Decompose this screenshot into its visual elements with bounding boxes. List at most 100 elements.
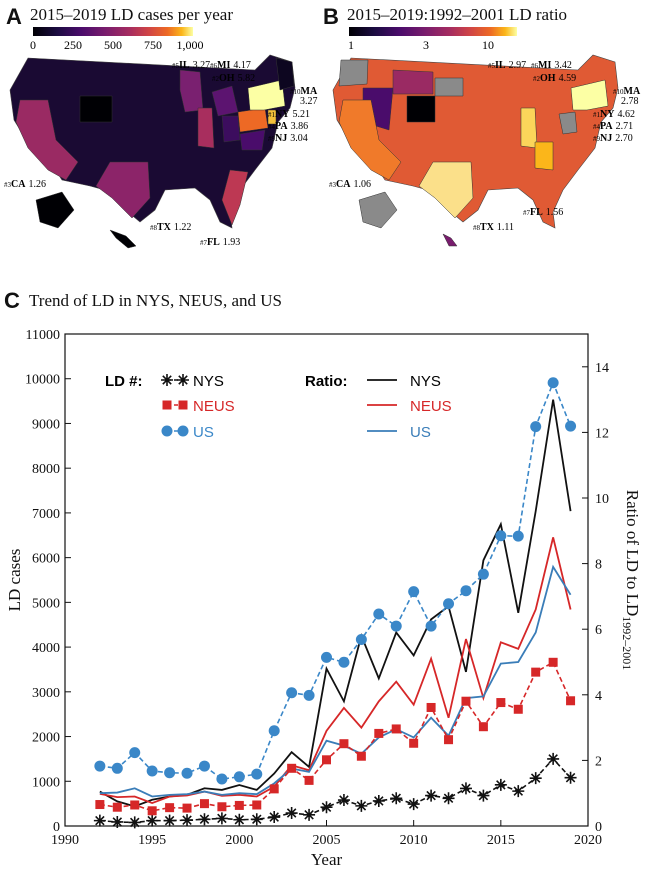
point-ld-us	[129, 747, 141, 759]
state-hi	[109, 229, 137, 249]
point-ld-neus	[287, 763, 297, 773]
point-ld-nys	[494, 778, 507, 791]
state-ak	[35, 191, 75, 229]
state-oh	[221, 115, 241, 143]
x-tick-label: 2020	[574, 833, 602, 848]
state-nd	[434, 77, 464, 97]
state-pa	[558, 111, 578, 135]
point-ld-us	[477, 568, 489, 580]
legend-ratio-neus: NEUS	[410, 398, 452, 415]
state-wa	[338, 59, 369, 87]
map-label-oh: #2OH 5.82	[212, 73, 255, 84]
colorbar-tick: 500	[104, 38, 122, 52]
map-label-nj: #9NJ 3.04	[268, 133, 308, 144]
point-ld-nys	[181, 814, 194, 827]
y-tick-label: 10000	[25, 373, 60, 388]
y2-tick-label: 10	[595, 492, 609, 507]
point-ld-us	[198, 760, 210, 772]
point-ld-nys	[320, 801, 333, 814]
point-ld-us	[111, 762, 123, 774]
point-ld-us	[338, 656, 350, 668]
x-tick-label: 1990	[51, 833, 79, 848]
colorbar-tick: 10	[482, 38, 494, 52]
state-wy	[406, 95, 436, 123]
y2-axis-label: Ratio of LD to LD1992–2001	[620, 490, 642, 671]
map-label-mi: #6MI 4.17	[210, 60, 251, 71]
colorbar-tick: 1,000	[177, 38, 204, 52]
state-fl	[221, 169, 249, 226]
colorbar-tick: 3	[423, 38, 429, 52]
line-ratio-us	[99, 564, 572, 798]
legend-ld-us-glyph-marker	[161, 425, 173, 437]
map-label-ca: #3CA 1.26	[4, 179, 46, 190]
colorbar-tick: 250	[64, 38, 82, 52]
point-ld-nys	[390, 792, 403, 805]
point-ld-neus	[147, 806, 157, 816]
state-va	[239, 129, 266, 151]
line-ratio-neus	[99, 537, 572, 805]
state-me	[275, 57, 295, 91]
point-ld-neus	[391, 724, 401, 734]
map-label-ma-value: 2.78	[621, 96, 639, 107]
point-ld-us	[565, 420, 577, 432]
panel-b-letter: B	[323, 4, 339, 29]
x-tick-label: 2000	[225, 833, 253, 848]
point-ld-neus	[409, 738, 419, 748]
colorbar-gradient	[349, 27, 517, 36]
point-ld-nys	[529, 772, 542, 785]
point-ld-neus	[461, 696, 471, 706]
plot-frame	[64, 333, 589, 827]
point-ld-neus	[252, 800, 262, 810]
point-ld-us	[303, 689, 315, 701]
point-ld-nys	[547, 752, 560, 765]
y-tick-label: 4000	[32, 641, 60, 656]
state-il	[520, 107, 538, 149]
point-ld-nys	[477, 789, 490, 802]
point-ld-neus	[165, 803, 175, 813]
point-ld-nys	[268, 811, 281, 824]
point-ld-us	[530, 421, 542, 433]
legend-ratio-us: US	[410, 424, 431, 441]
point-ld-neus	[548, 657, 558, 667]
point-ld-us	[355, 633, 367, 645]
point-ld-neus	[95, 800, 105, 810]
point-ld-us	[408, 586, 420, 598]
y-tick-label: 6000	[32, 552, 60, 567]
state-pa	[237, 107, 269, 133]
state-ny	[570, 79, 609, 111]
line-ld-us	[99, 380, 572, 780]
map-label-ma: #10MA	[613, 86, 641, 97]
point-ld-us	[94, 760, 106, 772]
point-ld-neus	[269, 784, 279, 794]
state-wi	[179, 69, 204, 113]
y2-tick-label: 2	[595, 754, 602, 769]
chart-legend: LD #: NYS NEUS US Ratio: NYS NEUS US	[105, 373, 452, 441]
point-ld-nys	[233, 813, 246, 826]
point-ld-us	[373, 608, 385, 620]
point-ld-us	[164, 767, 176, 779]
y-tick-label: 8000	[32, 462, 60, 477]
state-hi	[442, 233, 458, 247]
y2-tick-label: 6	[595, 623, 602, 638]
point-ld-us	[233, 771, 245, 783]
point-ld-neus	[199, 799, 209, 809]
point-ld-neus	[356, 751, 366, 761]
map-label-fl: #7FL 1.93	[200, 237, 240, 248]
point-ld-neus	[217, 802, 227, 812]
point-ld-us	[251, 768, 263, 780]
point-ld-nys	[198, 813, 211, 826]
point-ld-nys	[285, 807, 298, 820]
colorbar-tick: 0	[30, 38, 36, 52]
point-ld-neus	[374, 728, 384, 738]
state-wy	[79, 95, 113, 123]
y-tick-label: 11000	[26, 328, 60, 343]
point-ld-neus	[112, 802, 122, 812]
y-tick-label: 5000	[32, 596, 60, 611]
point-ld-nys	[111, 815, 124, 828]
panel-a-map: #5IL 3.27 #6MI 4.17 #2OH 5.82 #10MA 3.27 #1…	[4, 54, 318, 249]
map-label-il: #5IL 3.27	[172, 60, 210, 71]
point-ld-nys	[459, 782, 472, 795]
map-label-ny: #1NY 5.21	[268, 109, 310, 120]
state-mt	[392, 69, 434, 95]
panel-a-title: 2015–2019 LD cases per year	[30, 5, 233, 24]
